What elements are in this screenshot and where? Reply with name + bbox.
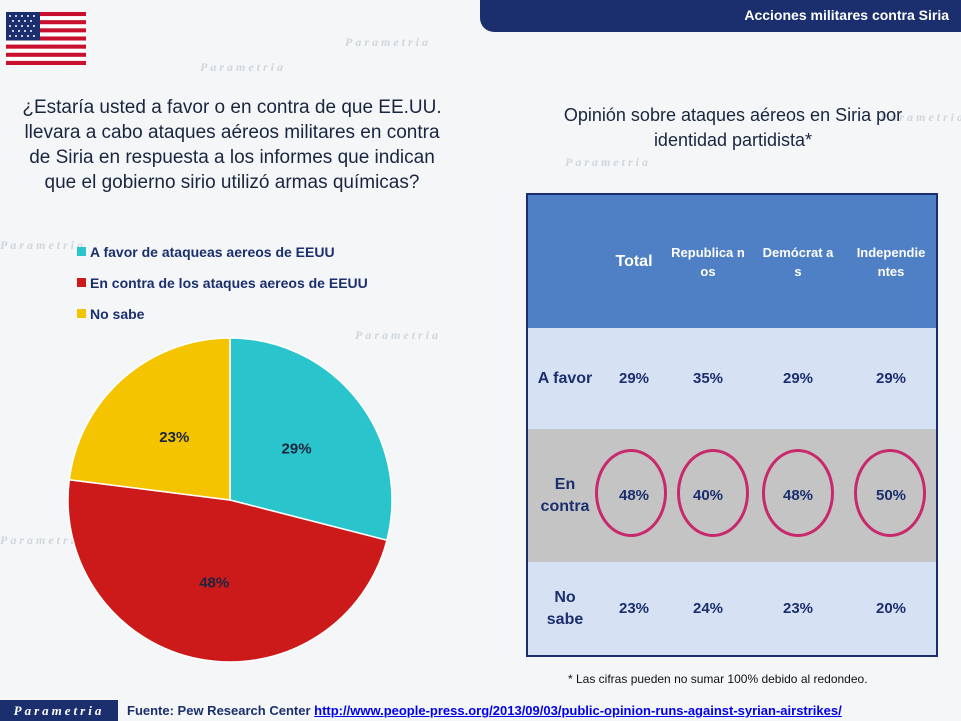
partisan-table: Total Republica nos Demócrat as Independ…	[526, 193, 938, 657]
table-cell: 29%	[875, 370, 907, 387]
legend-label: En contra de los ataques aereos de EEUU	[90, 274, 368, 291]
highlight-circle	[677, 449, 749, 537]
pie-label-a-favor: 29%	[282, 440, 312, 457]
highlight-circle	[854, 449, 926, 537]
watermark: Parametria	[565, 155, 651, 169]
source-link[interactable]: http://www.people-press.org/2013/09/03/p…	[314, 703, 842, 718]
table-cell: 48%	[782, 487, 814, 504]
pie-legend: A favor de ataqueas aereos de EEUU En co…	[77, 236, 368, 329]
table-cell: 35%	[692, 370, 724, 387]
row-label: A favor	[537, 369, 593, 387]
brand-logo: Parametria	[0, 700, 118, 721]
pie-slice-no-sabe	[68, 337, 231, 501]
legend-item-favor: A favor de ataqueas aereos de EEUU	[77, 236, 368, 267]
column-header-total: Total	[602, 195, 666, 328]
table-cell: 23%	[782, 600, 814, 617]
table-cell: 48%	[618, 487, 650, 504]
column-header-label: Republica nos	[671, 244, 745, 279]
pie-chart: 29% 48% 23%	[67, 337, 393, 663]
column-header-label: Total	[615, 252, 653, 270]
watermark: Parametria	[355, 328, 441, 342]
legend-item-contra: En contra de los ataques aereos de EEUU	[77, 267, 368, 298]
highlight-circle	[595, 449, 667, 537]
survey-question: ¿Estaría usted a favor o en contra de qu…	[22, 97, 442, 193]
column-header-label: Independie ntes	[856, 244, 926, 279]
table-cell: 50%	[875, 487, 907, 504]
us-flag-icon	[6, 12, 86, 65]
watermark: Parametria	[0, 533, 86, 547]
table-row-en-contra: En contra 48% 40% 48% 50%	[528, 429, 936, 562]
row-label: En contra	[528, 429, 602, 562]
legend-item-no-sabe: No sabe	[77, 298, 368, 329]
table-title: Opinión sobre ataques aéreos en Siria po…	[563, 105, 903, 150]
watermark: Parametria	[345, 35, 431, 49]
table-cell: 40%	[692, 487, 724, 504]
table-cell: 24%	[692, 600, 724, 617]
slide-title: Acciones militares contra Siria	[744, 7, 949, 23]
watermark: Parametria	[200, 60, 286, 74]
column-header-republicanos: Republica nos	[666, 195, 750, 328]
pie-label-no-sabe: 23%	[159, 429, 189, 446]
header-bar: Acciones militares contra Siria	[480, 0, 961, 32]
highlight-circle	[762, 449, 834, 537]
table-row-no-sabe: No sabe 23% 24% 23% 20%	[528, 562, 936, 655]
row-label-text: En contra	[540, 475, 590, 515]
legend-swatch	[77, 309, 86, 318]
watermark: Parametria	[880, 110, 961, 124]
column-header-democratas: Demócrat as	[750, 195, 846, 328]
row-label-text: No sabe	[546, 588, 584, 628]
table-cell: 23%	[618, 600, 650, 617]
table-cell: 20%	[875, 600, 907, 617]
watermark: Parametria	[0, 238, 86, 252]
column-header-independientes: Independie ntes	[846, 195, 936, 328]
source-prefix: Fuente: Pew Research Center	[127, 703, 311, 718]
legend-label: No sabe	[90, 305, 145, 322]
table-row-a-favor: A favor 29% 35% 29% 29%	[528, 328, 936, 429]
legend-swatch	[77, 247, 86, 256]
footnote: * Las cifras pueden no sumar 100% debido…	[568, 672, 868, 686]
table-cell: 29%	[782, 370, 814, 387]
pie-label-en-contra: 48%	[199, 575, 229, 592]
table-cell: 29%	[618, 370, 650, 387]
table-header-row: Total Republica nos Demócrat as Independ…	[528, 195, 936, 328]
pie-slice-a-favor	[229, 337, 393, 542]
column-header-label: Demócrat as	[762, 244, 834, 279]
row-label: No sabe	[528, 562, 602, 655]
legend-swatch	[77, 278, 86, 287]
source-citation: Fuente: Pew Research Center http://www.p…	[127, 703, 842, 718]
pie-slice-en-contra	[67, 478, 388, 663]
legend-label: A favor de ataqueas aereos de EEUU	[90, 243, 335, 260]
